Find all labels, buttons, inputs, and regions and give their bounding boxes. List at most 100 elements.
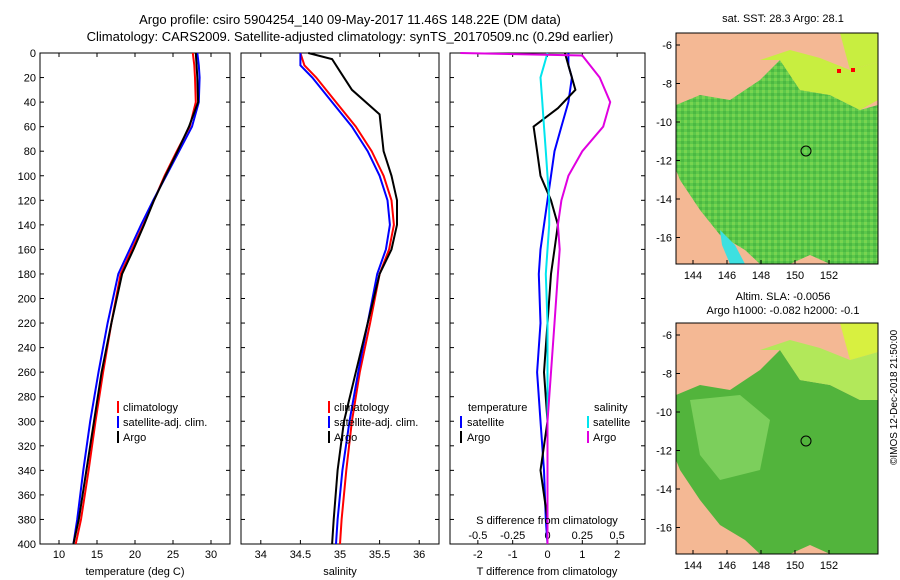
legend-s-argo-label: Argo	[593, 432, 616, 444]
y-tick-label: 180	[18, 269, 36, 281]
legend-salinity-title: salinity	[594, 402, 628, 414]
x-tick-label: 34	[255, 549, 267, 561]
legend-temperature-title: temperature	[468, 402, 527, 414]
y-tick-label: 60	[24, 122, 36, 134]
lon-tick-label: 144	[684, 560, 702, 572]
series-line-satellite-adj-clim-	[72, 52, 201, 545]
lat-tick-label: -16	[656, 523, 672, 535]
lat-tick-label: -10	[656, 407, 672, 419]
sla-map-high-sla-ne	[840, 323, 878, 360]
lat-tick-label: -14	[656, 484, 672, 496]
series-line-t-satellite	[536, 53, 573, 545]
salinity-plot-frame	[240, 52, 440, 545]
legend-s-satellite-label: satellite	[593, 417, 630, 429]
x-tick-label: -1	[508, 549, 518, 561]
y-tick-label: 20	[24, 73, 36, 85]
legend-argo-label: Argo	[123, 432, 146, 444]
x-tick-label: 0	[544, 549, 550, 561]
temperature-panel: 0 20 40 60 80 100 120 140 160 180 200 220 240 260 280 3…	[18, 48, 231, 578]
series-line-climatology	[74, 52, 197, 545]
s-tick-label: 0.5	[609, 530, 624, 542]
lon-tick-label: 144	[684, 270, 702, 282]
series-line-argo	[72, 52, 200, 545]
x-tick-label: 35.5	[369, 549, 390, 561]
lat-tick-label: -8	[662, 369, 672, 381]
lat-tick-label: -6	[662, 330, 672, 342]
lat-tick-label: -6	[662, 40, 672, 52]
sla-map-title: Altim. SLA: -0.0056	[735, 291, 831, 303]
sst-map-warm-sea	[760, 50, 878, 110]
temperature-xlabel: temperature (deg C)	[85, 566, 184, 578]
temperature-diff-legend: temperature satellite Argo	[460, 402, 527, 444]
s-tick-label: 0.25	[572, 530, 593, 542]
y-tick-label: 320	[18, 441, 36, 453]
lat-tick-label: -14	[656, 194, 672, 206]
x-tick-label: 15	[91, 549, 103, 561]
sla-map-high-sla	[760, 340, 878, 400]
y-tick-label: 140	[18, 220, 36, 232]
y-tick-label: 260	[18, 367, 36, 379]
figure-title-line1: Argo profile: csiro 5904254_140 09-May-2…	[139, 12, 561, 27]
s-tick-label: -0.5	[468, 530, 487, 542]
sst-map: 144 146 148 150 152 -6 -8 -10 -12 -14 -16	[656, 32, 879, 282]
x-tick-label: 20	[129, 549, 141, 561]
lon-tick-label: 148	[752, 560, 770, 572]
y-tick-label: 400	[18, 539, 36, 551]
x-tick-label: 25	[167, 549, 179, 561]
salinity-diff-legend: salinity satellite Argo	[587, 402, 630, 444]
y-tick-label: 340	[18, 465, 36, 477]
lon-tick-label: 148	[752, 270, 770, 282]
x-tick-label: 10	[53, 549, 65, 561]
lon-tick-label: 152	[820, 270, 838, 282]
sst-map-title: sat. SST: 28.3 Argo: 28.1	[722, 13, 844, 25]
sla-map: 144 146 148 150 152 -6 -8 -10 -12 -14 -16	[656, 322, 879, 572]
legend-satellite-label: satellite-adj. clim.	[123, 417, 207, 429]
y-tick-label: 280	[18, 392, 36, 404]
legend-climatology-label: climatology	[334, 402, 390, 414]
x-tick-label: 2	[614, 549, 620, 561]
sst-map-ocean	[676, 60, 878, 264]
lon-tick-label: 150	[786, 560, 804, 572]
sst-hot-pixel	[837, 69, 841, 73]
y-tick-label: 160	[18, 244, 36, 256]
x-tick-label: 34.5	[290, 549, 311, 561]
x-tick-label: 35	[334, 549, 346, 561]
y-tick-label: 300	[18, 416, 36, 428]
argo-float-marker	[800, 145, 812, 157]
salinity-panel: 34 34.5 35 35.5 36 salinity climatology sate…	[240, 52, 440, 578]
y-tick-label: 40	[24, 97, 36, 109]
y-tick-label: 100	[18, 171, 36, 183]
x-tick-label: -2	[473, 549, 483, 561]
y-tick-label: 380	[18, 514, 36, 526]
salinity-legend: climatology satellite-adj. clim. Argo	[328, 401, 418, 444]
lat-tick-label: -12	[656, 156, 672, 168]
sst-hot-pixel	[851, 68, 855, 72]
y-tick-label: 240	[18, 343, 36, 355]
legend-climatology-label: climatology	[123, 402, 179, 414]
lon-tick-label: 150	[786, 270, 804, 282]
s-difference-xlabel: S difference from climatology	[476, 515, 618, 527]
figure-title-line2: Climatology: CARS2009. Satellite-adjuste…	[86, 29, 614, 44]
series-line-s-argo	[460, 52, 612, 544]
argo-float-marker	[800, 435, 812, 447]
x-tick-label: 1	[579, 549, 585, 561]
sla-map-frame	[675, 322, 879, 555]
legend-t-argo-label: Argo	[467, 432, 490, 444]
s-tick-label: -0.25	[500, 530, 525, 542]
temperature-legend: climatology satellite-adj. clim. Argo	[117, 401, 207, 444]
sst-map-frame	[675, 32, 879, 265]
lon-tick-label: 146	[718, 560, 736, 572]
legend-t-satellite-label: satellite	[467, 417, 504, 429]
imos-timestamp: ©IMOS 12-Dec-2018 21:50:00	[889, 329, 900, 465]
lat-tick-label: -12	[656, 446, 672, 458]
x-tick-label: 30	[205, 549, 217, 561]
x-tick-label: 36	[413, 549, 425, 561]
salinity-xlabel: salinity	[323, 566, 357, 578]
lon-tick-label: 146	[718, 270, 736, 282]
sla-map-mid-sla	[690, 395, 770, 480]
sst-map-warm-sea-ne	[840, 33, 878, 70]
sst-map-cool-coast	[720, 230, 745, 264]
series-line-argo	[308, 52, 398, 545]
temperature-plot-frame	[39, 52, 231, 545]
